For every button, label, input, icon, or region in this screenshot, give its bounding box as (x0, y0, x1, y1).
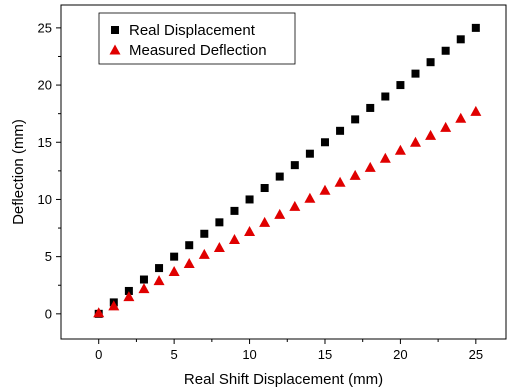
data-point (320, 138, 329, 147)
x-tick-label: 15 (318, 347, 332, 362)
data-point (319, 184, 331, 195)
data-point (108, 300, 120, 311)
data-point (471, 23, 480, 32)
data-point (260, 184, 269, 193)
data-point (290, 161, 299, 170)
data-point (305, 149, 314, 158)
x-tick-label: 0 (95, 347, 102, 362)
data-point (304, 192, 316, 203)
data-point (93, 307, 105, 318)
data-point (440, 121, 452, 132)
data-point (230, 206, 239, 215)
series-2 (93, 105, 482, 318)
legend-items: Real Displacement Measured Deflection (109, 22, 267, 59)
x-tick-label: 10 (242, 347, 256, 362)
data-point (289, 200, 301, 211)
legend: Real Displacement Measured Deflection (98, 12, 296, 65)
data-point (364, 161, 376, 172)
legend-label: Measured Deflection (129, 42, 267, 59)
data-point (336, 126, 345, 135)
axis-ticks (56, 27, 477, 344)
data-point (139, 275, 148, 284)
data-point (200, 229, 209, 238)
y-tick-label: 0 (45, 306, 52, 321)
y-tick-label: 5 (45, 249, 52, 264)
data-marks (93, 23, 482, 318)
y-axis-label: Deflection (mm) (10, 119, 27, 225)
x-tick-label: 25 (469, 347, 483, 362)
plot-frame (60, 4, 507, 340)
data-point (470, 105, 482, 116)
data-point (138, 283, 150, 294)
data-point (455, 112, 467, 123)
data-point (153, 275, 165, 286)
x-tick-label: 5 (171, 347, 178, 362)
legend-marker (109, 44, 121, 55)
data-point (183, 258, 195, 269)
data-point (425, 129, 437, 140)
x-tick-label: 20 (393, 347, 407, 362)
data-point (213, 241, 225, 252)
data-point (366, 103, 375, 112)
data-point (379, 152, 391, 163)
data-point (123, 291, 135, 302)
data-point (215, 218, 224, 227)
data-point (351, 115, 360, 124)
data-point (168, 266, 180, 277)
data-point (426, 58, 435, 67)
data-point (274, 208, 286, 219)
series-1 (94, 23, 480, 318)
data-point (244, 225, 256, 236)
data-point (411, 69, 420, 78)
data-point (334, 176, 346, 187)
y-tick-label: 25 (38, 20, 52, 35)
x-axis-label: Real Shift Displacement (mm) (184, 371, 383, 388)
y-tick-label: 10 (38, 192, 52, 207)
data-point (198, 248, 210, 259)
data-point (456, 35, 465, 44)
data-point (228, 233, 240, 244)
data-point (245, 195, 254, 204)
y-tick-label: 20 (38, 78, 52, 93)
data-point (394, 144, 406, 155)
data-point (185, 241, 194, 250)
data-point (155, 264, 164, 273)
data-point (396, 81, 405, 90)
y-tick-label: 15 (38, 135, 52, 150)
data-point (381, 92, 390, 101)
legend-label: Real Displacement (129, 22, 256, 39)
data-point (441, 46, 450, 55)
data-point (275, 172, 284, 181)
tick-labels: 0 5 10 15 20 25 0 5 10 15 20 25 (38, 20, 484, 362)
data-point (259, 216, 271, 227)
data-point (349, 169, 361, 180)
data-point (124, 286, 133, 295)
legend-marker (111, 26, 119, 34)
legend-box (98, 12, 296, 65)
data-point (170, 252, 179, 261)
data-point (409, 136, 421, 147)
